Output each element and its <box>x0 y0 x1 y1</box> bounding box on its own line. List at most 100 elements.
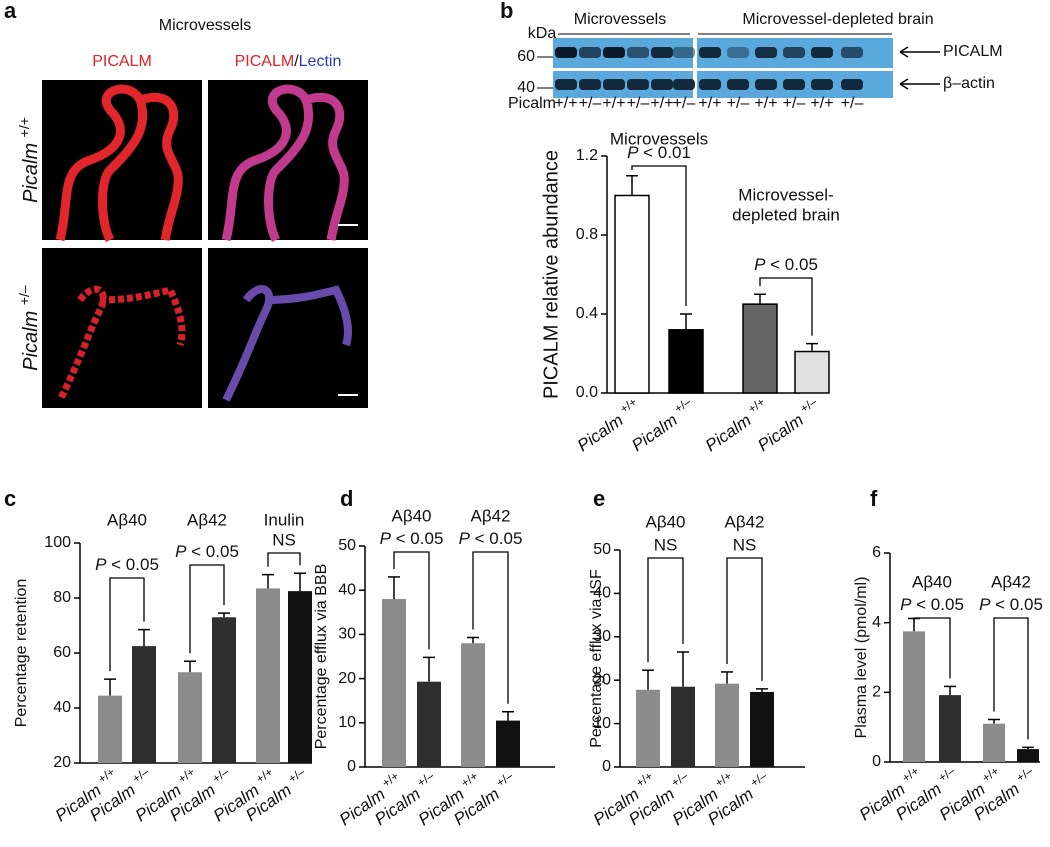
bracket <box>993 617 1029 740</box>
group-label: depleted brain <box>732 205 840 224</box>
band <box>699 47 721 58</box>
lane-label: +/+ <box>754 95 777 112</box>
bar <box>417 681 441 767</box>
band <box>811 47 833 58</box>
band <box>811 79 833 90</box>
lane-label: +/– <box>727 95 750 112</box>
bar <box>983 723 1005 762</box>
bar <box>256 588 280 763</box>
lane-label: +/– <box>627 95 650 112</box>
y-tick-label: 0.0 <box>576 384 598 401</box>
comparison-label: NS <box>272 530 296 549</box>
y-tick-label: 40 <box>53 699 71 716</box>
channel-label: PICALM <box>92 53 152 70</box>
bracket <box>647 557 684 663</box>
y-axis-label: PICALM relative abundance <box>540 150 562 399</box>
bar <box>178 672 202 763</box>
bar <box>461 643 485 767</box>
bracket <box>267 552 301 567</box>
panel-letter: d <box>340 486 353 511</box>
lane-label: +/+ <box>554 95 577 112</box>
band <box>651 47 673 58</box>
y-tick-label: 60 <box>53 644 71 661</box>
band <box>603 79 625 90</box>
comparison-label: P < 0.05 <box>979 595 1043 614</box>
row-label: Picalm <box>508 95 556 112</box>
group-label: Aβ40 <box>391 506 431 525</box>
lane-label: +/+ <box>602 95 625 112</box>
band <box>603 47 625 58</box>
band <box>555 47 577 58</box>
band <box>673 79 695 90</box>
y-axis-label: Plasma level (pmol/ml) <box>853 577 870 739</box>
bracket <box>189 564 225 654</box>
lane-label: +/– <box>579 95 602 112</box>
band <box>755 47 777 58</box>
bar <box>750 691 774 767</box>
group-label: Microvessel-depleted brain <box>742 11 933 28</box>
comparison-label: P < 0.05 <box>754 255 818 274</box>
bar <box>212 617 236 763</box>
band <box>651 79 673 90</box>
comparison-label: NS <box>733 535 757 554</box>
group-label: Microvessels <box>574 11 666 28</box>
comparison-label: NS <box>654 535 678 554</box>
y-tick-label: 40 <box>593 585 611 602</box>
group-label: Inulin <box>264 510 305 529</box>
y-tick-label: 80 <box>53 589 71 606</box>
y-tick-label: 0.4 <box>576 305 598 322</box>
y-tick-label: 20 <box>338 670 356 687</box>
bracket <box>913 617 951 679</box>
channel-label: PICALM/Lectin <box>235 53 342 70</box>
kda-marker: 60 <box>517 48 535 65</box>
bracket <box>393 551 430 650</box>
group-label: Microvessels <box>610 129 708 148</box>
panel-letter: b <box>500 0 513 23</box>
band <box>783 79 805 90</box>
y-tick-label: 50 <box>593 541 611 558</box>
comparison-label: P < 0.05 <box>175 542 239 561</box>
lane-label: +/+ <box>698 95 721 112</box>
band <box>579 47 601 58</box>
comparison-label: P < 0.01 <box>627 143 691 162</box>
y-axis-label: Percentage efflux via ISF <box>588 569 605 748</box>
group-label: Aβ42 <box>187 510 227 529</box>
band <box>841 47 863 58</box>
lane-label: +/– <box>783 95 806 112</box>
bar <box>382 599 406 767</box>
bar <box>132 646 156 763</box>
y-tick-label: 0 <box>872 753 881 770</box>
bar <box>636 689 660 767</box>
y-axis-label: Percentage efflux via BBB <box>313 564 330 750</box>
band <box>699 79 721 90</box>
bar <box>742 303 778 394</box>
bar <box>98 695 122 763</box>
bracket <box>109 577 145 672</box>
y-axis-label: Percentage retention <box>13 579 30 728</box>
band <box>727 47 749 58</box>
band-label: PICALM <box>943 43 1003 60</box>
band <box>579 79 601 90</box>
group-label: Aβ40 <box>645 512 685 531</box>
band <box>727 79 749 90</box>
y-tick-label: 2 <box>872 684 881 701</box>
band-label: β–actin <box>943 75 995 92</box>
y-tick-label: 4 <box>872 614 881 631</box>
band <box>755 79 777 90</box>
bar <box>903 631 925 762</box>
bar <box>668 329 704 394</box>
bar <box>1017 749 1039 762</box>
band <box>673 47 695 58</box>
vessel <box>221 84 349 243</box>
bracket <box>472 551 509 704</box>
group-label: Microvessel- <box>738 185 833 204</box>
bar <box>496 720 520 767</box>
bar <box>794 350 830 394</box>
row-label: Picalm +/– <box>16 285 43 371</box>
comparison-label: P < 0.05 <box>900 595 964 614</box>
bar <box>288 591 312 763</box>
arrow <box>899 46 940 58</box>
panel-letter: a <box>4 0 17 23</box>
micrograph <box>42 248 202 408</box>
